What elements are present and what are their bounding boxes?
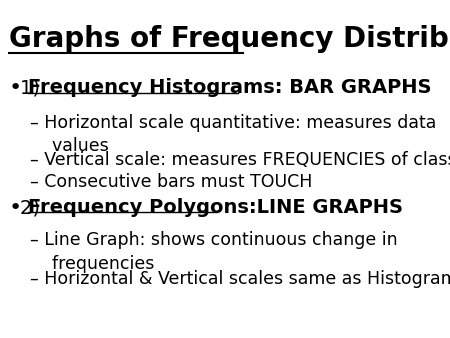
Text: – Consecutive bars must TOUCH: – Consecutive bars must TOUCH <box>30 173 312 191</box>
Text: – Horizontal & Vertical scales same as Histograms: – Horizontal & Vertical scales same as H… <box>30 270 450 288</box>
Text: – Horizontal scale quantitative: measures data
    values: – Horizontal scale quantitative: measure… <box>30 114 436 155</box>
Text: Graphs of Frequency Distributions: Graphs of Frequency Distributions <box>9 25 450 53</box>
Text: Frequency Polygons:LINE GRAPHS: Frequency Polygons:LINE GRAPHS <box>28 198 403 217</box>
Text: – Line Graph: shows continuous change in
    frequencies: – Line Graph: shows continuous change in… <box>30 231 397 273</box>
Text: •: • <box>9 198 22 218</box>
Text: •: • <box>9 78 22 98</box>
Text: Frequency Histograms: BAR GRAPHS: Frequency Histograms: BAR GRAPHS <box>28 78 432 97</box>
Text: – Vertical scale: measures FREQUENCIES of classes: – Vertical scale: measures FREQUENCIES o… <box>30 150 450 169</box>
Text: 1): 1) <box>20 78 46 97</box>
Text: 2): 2) <box>20 198 46 217</box>
